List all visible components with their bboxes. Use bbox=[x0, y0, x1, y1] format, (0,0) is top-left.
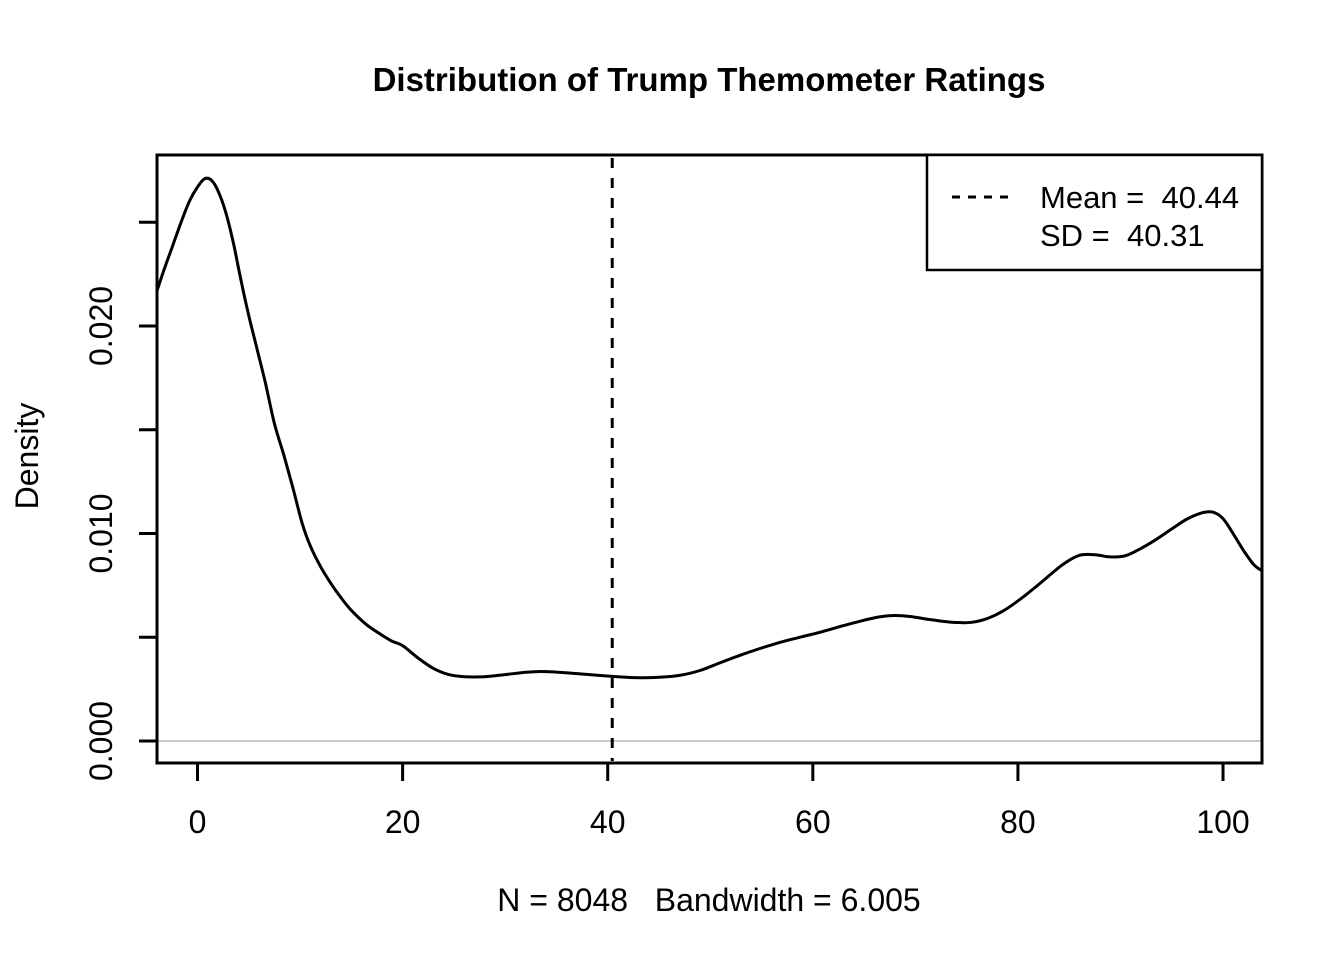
x-tick-label: 80 bbox=[1000, 804, 1036, 840]
y-axis-label: Density bbox=[9, 403, 45, 510]
plot-box bbox=[155, 153, 1264, 765]
y-axis: 0.000 0.010 0.020 bbox=[83, 220, 157, 781]
x-tick-label: 100 bbox=[1196, 804, 1249, 840]
legend-label-sd: SD = 40.31 bbox=[1040, 218, 1205, 253]
legend-box bbox=[925, 153, 1264, 272]
x-tick-label: 60 bbox=[795, 804, 831, 840]
y-tick-label: 0.010 bbox=[83, 493, 119, 573]
chart-title: Distribution of Trump Themometer Ratings bbox=[373, 61, 1046, 98]
y-tick-label: 0.020 bbox=[83, 286, 119, 366]
x-tick-label: 20 bbox=[385, 804, 421, 840]
y-tick-label: 0.000 bbox=[83, 701, 119, 781]
x-axis: 0 20 40 60 80 100 bbox=[189, 763, 1250, 840]
legend-label-mean: Mean = 40.44 bbox=[1040, 180, 1239, 215]
x-axis-label: N = 8048 Bandwidth = 6.005 bbox=[497, 882, 920, 918]
x-tick-label: 40 bbox=[590, 804, 626, 840]
legend: Mean = 40.44 SD = 40.31 bbox=[925, 153, 1264, 272]
x-tick-label: 0 bbox=[189, 804, 207, 840]
density-curve bbox=[155, 176, 1264, 680]
